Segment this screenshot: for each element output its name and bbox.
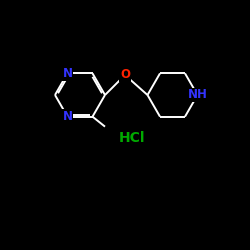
Text: O: O <box>120 68 130 82</box>
Text: N: N <box>62 110 72 123</box>
Text: N: N <box>62 67 72 80</box>
Text: NH: NH <box>188 88 208 102</box>
Text: HCl: HCl <box>119 130 146 144</box>
